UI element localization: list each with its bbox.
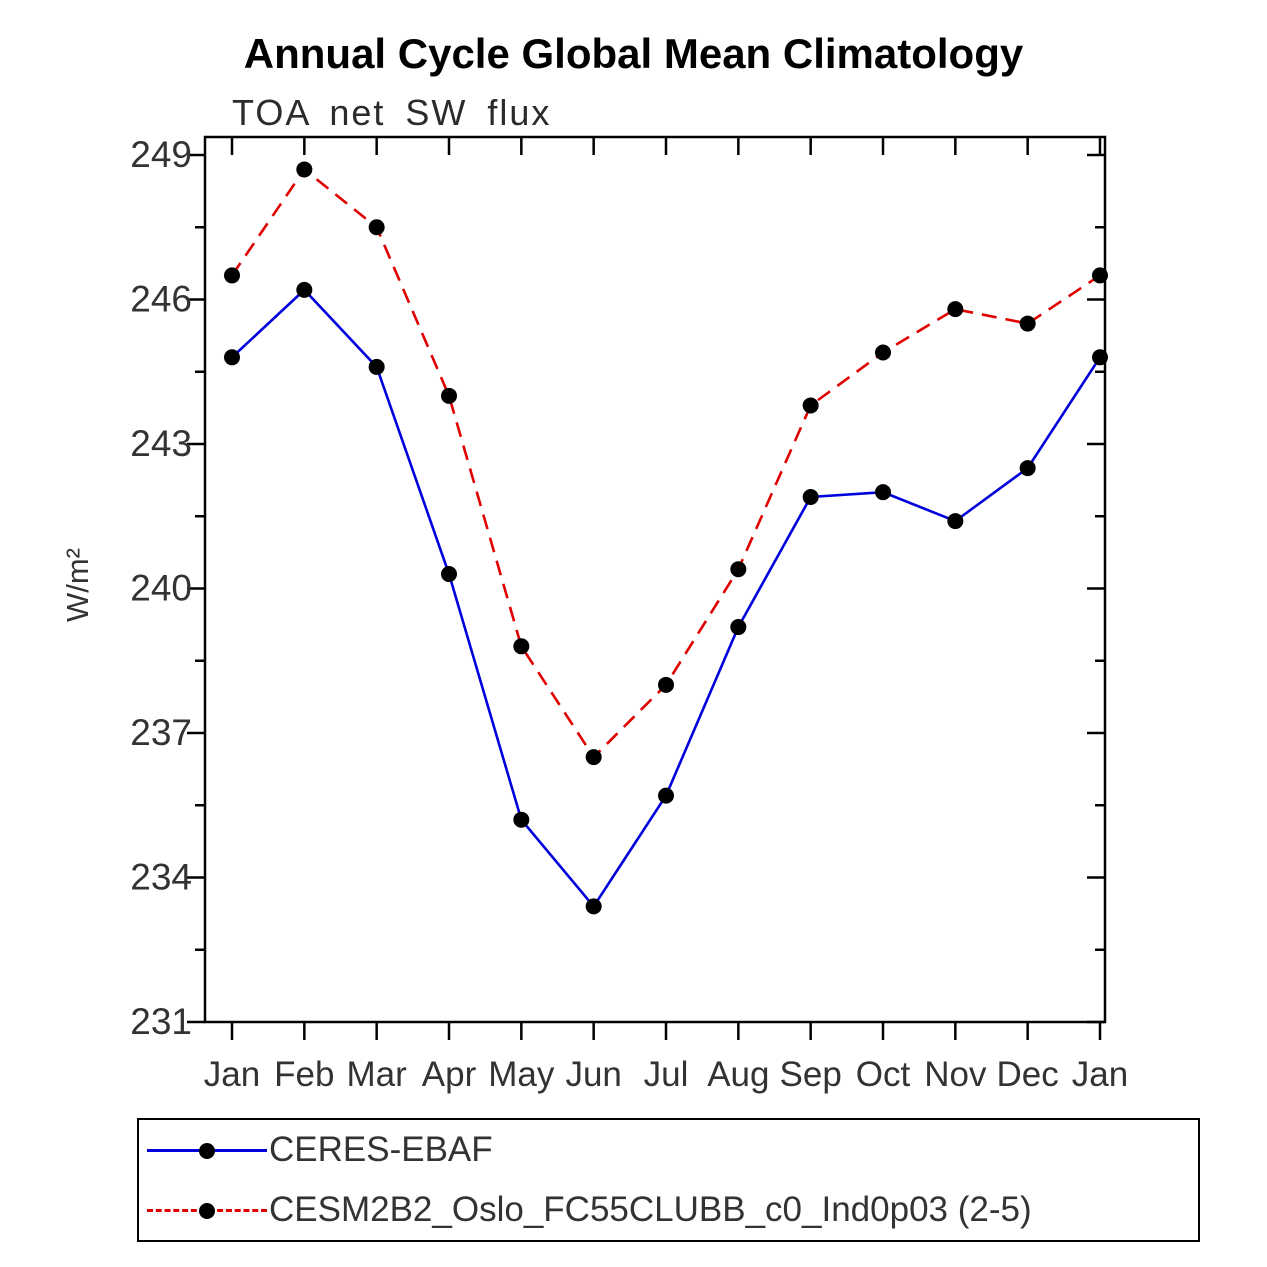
legend-line-cesm bbox=[147, 1202, 267, 1219]
svg-text:249: 249 bbox=[130, 134, 192, 175]
svg-text:Jun: Jun bbox=[565, 1055, 621, 1094]
svg-text:243: 243 bbox=[130, 423, 192, 464]
svg-text:Sep: Sep bbox=[780, 1055, 842, 1094]
svg-text:Feb: Feb bbox=[274, 1055, 334, 1094]
svg-text:240: 240 bbox=[130, 568, 192, 609]
svg-text:Oct: Oct bbox=[856, 1055, 911, 1094]
svg-text:Mar: Mar bbox=[347, 1055, 408, 1094]
legend-label-cesm: CESM2B2_Oslo_FC55CLUBB_c0_Ind0p03 (2-5) bbox=[269, 1190, 1032, 1229]
svg-text:Dec: Dec bbox=[997, 1055, 1059, 1094]
chart-subtitle: TOA net SW flux bbox=[232, 92, 552, 133]
svg-text:May: May bbox=[488, 1055, 555, 1094]
chart-title: Annual Cycle Global Mean Climatology bbox=[243, 30, 1024, 77]
legend-marker-dot-icon bbox=[199, 1142, 215, 1159]
legend-label-ceres-ebaf: CERES-EBAF bbox=[269, 1130, 493, 1169]
legend-item-cesm: CESM2B2_Oslo_FC55CLUBB_c0_Ind0p03 (2-5) bbox=[139, 1180, 1198, 1240]
legend-item-ceres: CERES-EBAF bbox=[139, 1120, 1198, 1180]
legend-line-ceres-ebaf bbox=[147, 1142, 267, 1159]
svg-text:Aug: Aug bbox=[707, 1055, 769, 1094]
svg-text:Jul: Jul bbox=[644, 1055, 689, 1094]
svg-text:W/m²: W/m² bbox=[60, 548, 95, 622]
svg-text:Jan: Jan bbox=[1072, 1055, 1128, 1094]
svg-text:246: 246 bbox=[130, 279, 192, 320]
svg-text:231: 231 bbox=[130, 1001, 192, 1042]
svg-text:Apr: Apr bbox=[422, 1055, 477, 1094]
legend-marker-dot-icon bbox=[199, 1202, 215, 1219]
svg-text:234: 234 bbox=[130, 857, 192, 898]
svg-text:Nov: Nov bbox=[924, 1055, 987, 1094]
chart-legend: CERES-EBAF CESM2B2_Oslo_FC55CLUBB_c0_Ind… bbox=[137, 1118, 1200, 1242]
svg-text:Jan: Jan bbox=[204, 1055, 260, 1094]
svg-text:237: 237 bbox=[130, 712, 192, 753]
